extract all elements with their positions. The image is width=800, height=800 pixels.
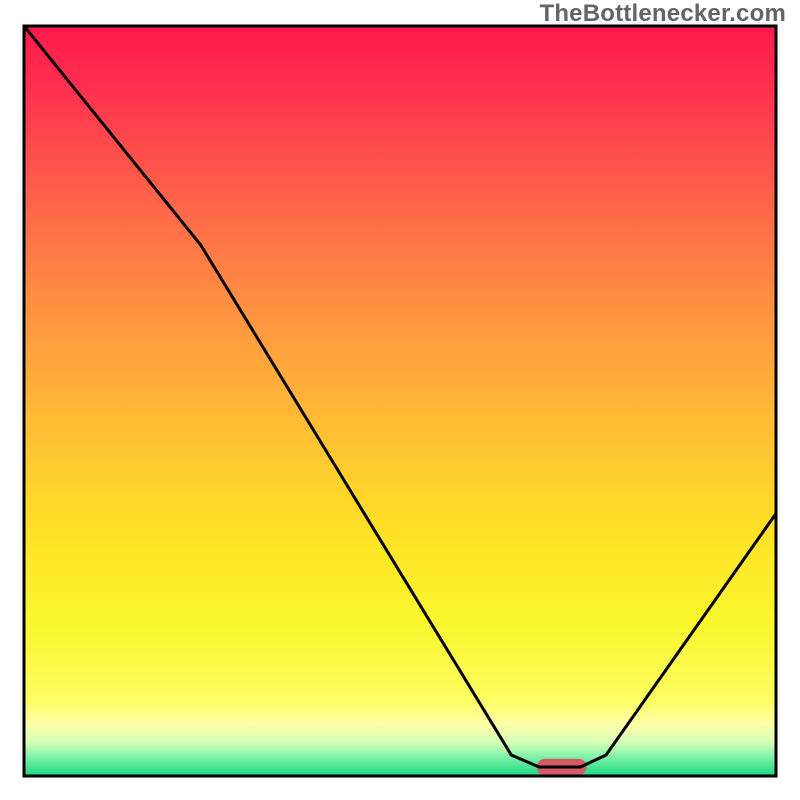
chart-background: [24, 26, 776, 776]
bottleneck-chart: [0, 0, 800, 800]
chart-container: TheBottlenecker.com: [0, 0, 800, 800]
watermark-text: TheBottlenecker.com: [539, 0, 786, 28]
